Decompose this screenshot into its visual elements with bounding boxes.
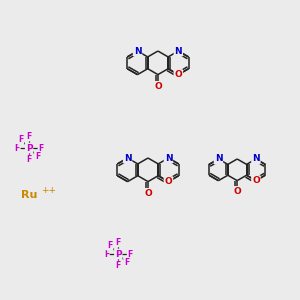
Text: F: F [128,250,133,259]
Text: F: F [116,238,121,247]
Text: N: N [252,154,260,164]
Text: ++: ++ [41,186,56,195]
Text: O: O [175,70,182,79]
Text: F: F [26,155,32,164]
Text: O: O [233,187,241,196]
Text: P: P [26,143,32,152]
Text: O: O [154,82,162,91]
Text: N: N [134,46,141,56]
Text: O: O [252,176,260,185]
Text: N: N [214,154,222,164]
Text: F: F [107,241,112,250]
Text: N: N [175,46,182,56]
Text: F: F [124,258,129,267]
Text: F: F [116,261,121,270]
Text: N: N [124,154,131,163]
Text: O: O [165,177,172,186]
Text: F: F [18,135,23,144]
Text: O: O [144,189,152,198]
Text: Ru: Ru [21,190,38,200]
Text: F: F [38,143,43,152]
Text: F: F [35,152,40,161]
Text: F: F [104,250,109,259]
Text: N: N [165,154,172,163]
Text: P: P [115,250,122,259]
Text: F: F [26,132,32,141]
Text: F: F [15,143,20,152]
